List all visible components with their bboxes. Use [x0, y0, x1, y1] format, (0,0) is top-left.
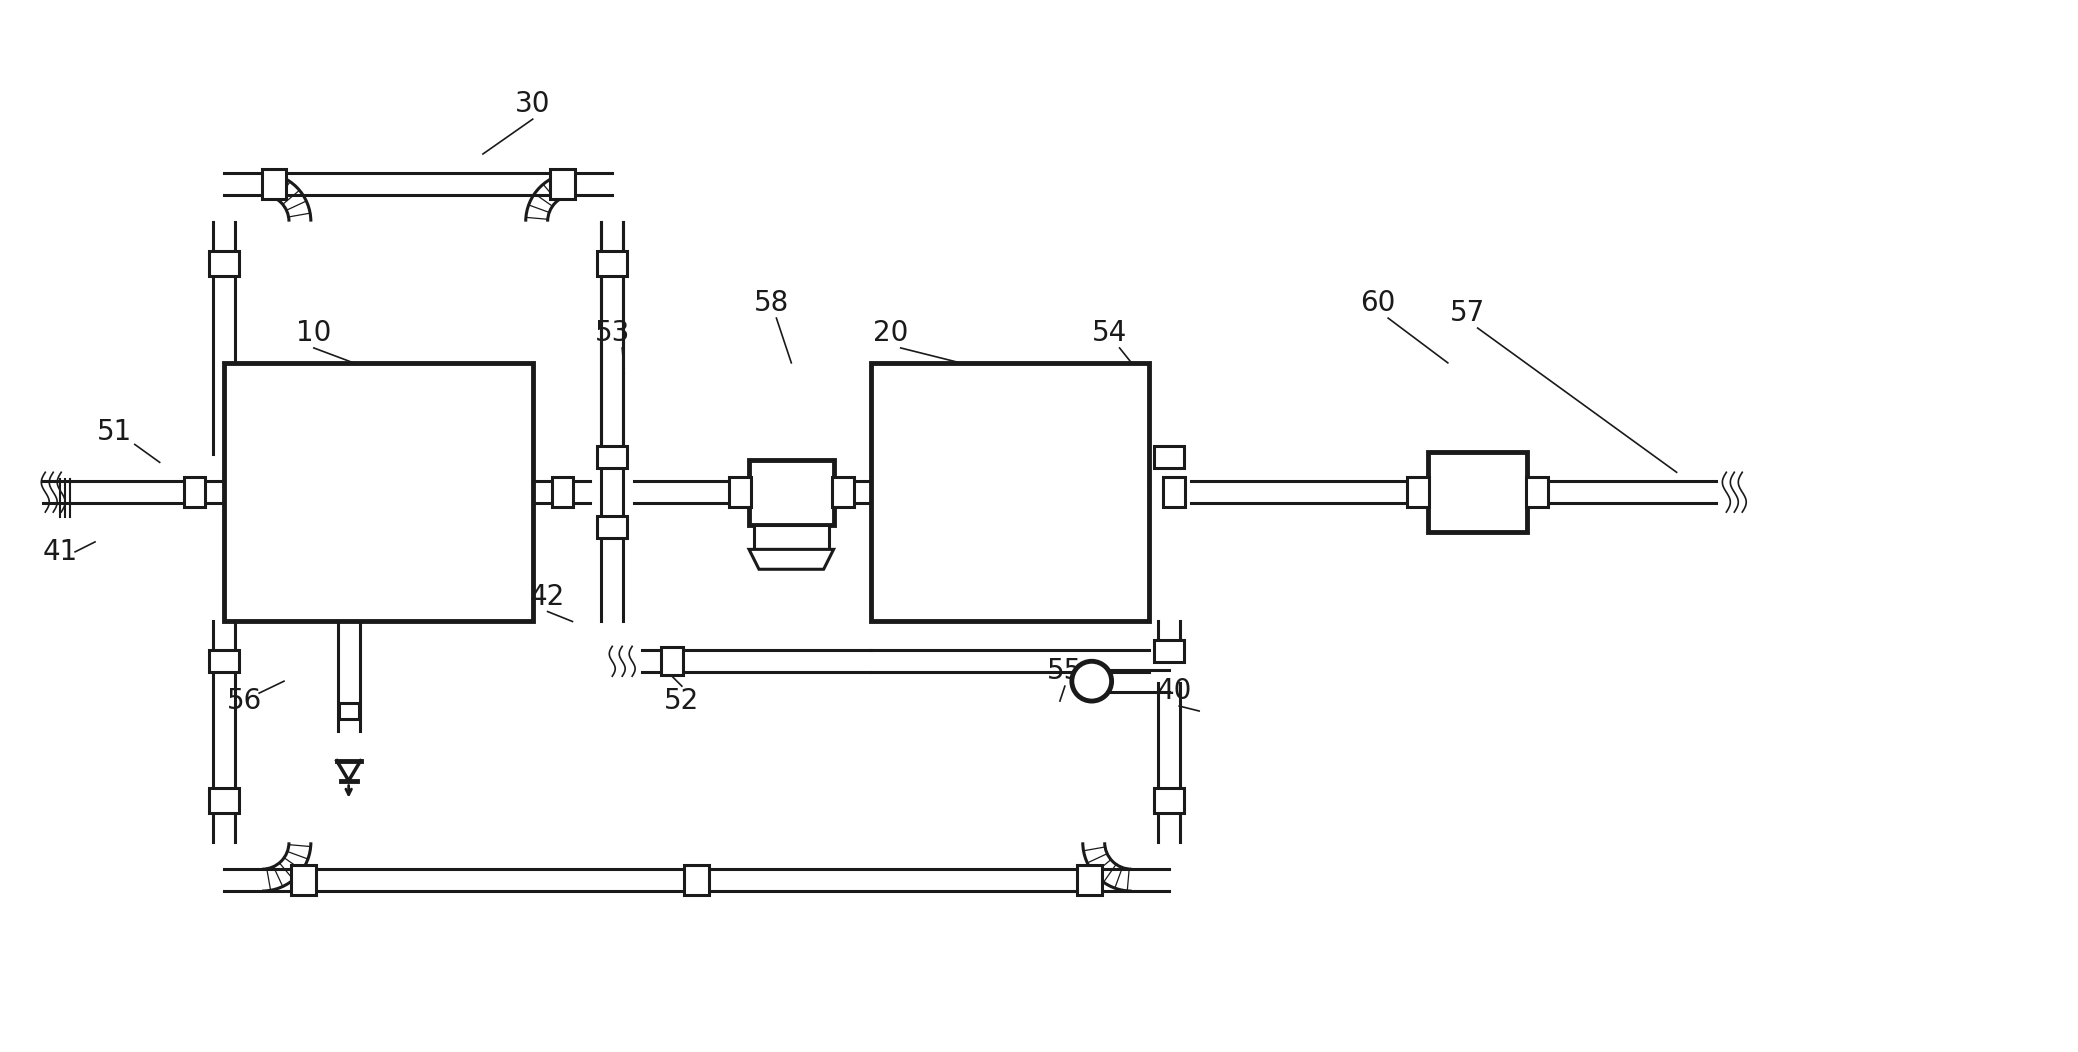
Bar — [262, 169, 287, 199]
Text: 60: 60 — [1361, 289, 1396, 318]
Bar — [1407, 478, 1430, 507]
Text: 41: 41 — [42, 538, 77, 566]
Text: 57: 57 — [1450, 299, 1486, 327]
Bar — [551, 478, 574, 507]
Bar — [339, 703, 359, 719]
Text: 40: 40 — [1157, 677, 1193, 705]
Bar — [210, 251, 239, 276]
Bar — [210, 650, 239, 672]
Text: 54: 54 — [1093, 319, 1126, 347]
Text: 51: 51 — [98, 419, 133, 446]
Text: 10: 10 — [297, 319, 332, 347]
Bar — [224, 363, 532, 622]
Bar — [596, 251, 628, 276]
Text: 58: 58 — [754, 289, 790, 318]
Bar — [551, 169, 576, 199]
Text: 20: 20 — [873, 319, 908, 347]
Bar — [684, 865, 709, 895]
Bar — [748, 460, 833, 525]
Bar — [871, 363, 1149, 622]
Bar — [1527, 478, 1548, 507]
Bar — [1155, 446, 1184, 468]
Polygon shape — [748, 549, 833, 569]
Circle shape — [1072, 662, 1112, 701]
Bar — [661, 647, 684, 675]
Text: 30: 30 — [515, 90, 551, 118]
Bar — [729, 478, 750, 507]
Bar — [754, 525, 829, 549]
Bar — [1155, 641, 1184, 663]
Bar — [1155, 788, 1184, 813]
Bar — [831, 478, 854, 507]
Bar — [291, 865, 316, 895]
Text: 55: 55 — [1047, 658, 1083, 685]
Bar — [596, 517, 628, 538]
Text: 53: 53 — [594, 319, 630, 347]
Text: 56: 56 — [227, 687, 262, 715]
Bar — [210, 788, 239, 813]
Bar — [1076, 865, 1101, 895]
Bar — [596, 446, 628, 468]
Bar — [183, 478, 206, 507]
Text: 42: 42 — [530, 583, 565, 610]
Bar — [1164, 478, 1184, 507]
Text: 52: 52 — [665, 687, 700, 715]
Bar — [1428, 452, 1527, 532]
